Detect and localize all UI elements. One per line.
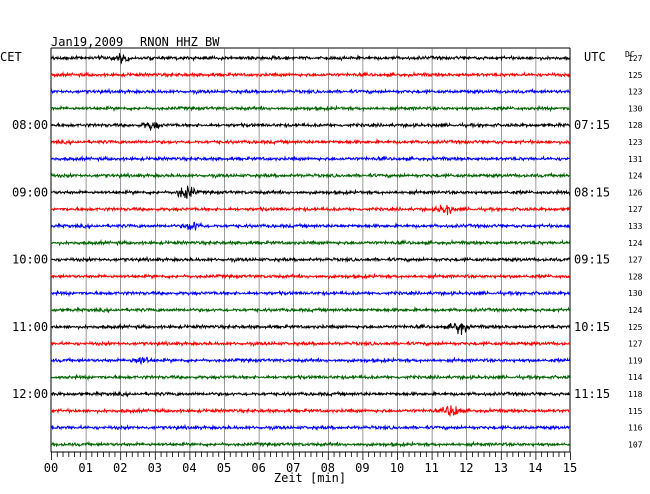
trace-row-12: [50, 255, 571, 264]
dc-value: 128: [628, 121, 643, 130]
right-hour-label: 07:15: [574, 118, 610, 132]
right-timezone-label: UTC: [584, 50, 606, 64]
dc-value: 115: [628, 407, 643, 416]
dc-value: 131: [628, 155, 643, 164]
trace-row-10: [50, 221, 571, 231]
dc-value: 119: [628, 356, 643, 365]
trace-row-18: [50, 356, 571, 366]
trace-row-13: [50, 272, 571, 281]
x-axis-label: Zeit [min]: [274, 471, 346, 485]
dc-value: 128: [628, 272, 643, 281]
x-tick-label: 11: [424, 461, 438, 475]
dc-value: 114: [628, 373, 643, 382]
dc-value: 124: [628, 239, 643, 248]
trace-row-8: [50, 185, 571, 199]
x-tick-label: 12: [459, 461, 473, 475]
x-tick-label: 15: [563, 461, 577, 475]
left-timezone-label: CET: [0, 50, 22, 64]
x-tick-label: 05: [217, 461, 231, 475]
x-tick-label: 01: [78, 461, 92, 475]
dc-value: 107: [628, 440, 643, 449]
chart-station: RNON HHZ BW: [140, 35, 220, 49]
dc-value: 116: [628, 424, 643, 433]
dc-value: 125: [628, 323, 643, 332]
dc-value: 126: [628, 188, 643, 197]
trace-row-19: [50, 373, 571, 382]
dc-value: 127: [628, 205, 643, 214]
dc-value: 127: [628, 54, 643, 63]
x-tick-label: 00: [44, 461, 58, 475]
trace-row-23: [50, 440, 571, 449]
left-hour-label: 10:00: [12, 253, 48, 267]
dc-value: 127: [628, 256, 643, 265]
trace-row-17: [50, 339, 571, 348]
trace-row-7: [50, 171, 571, 180]
dc-value: 123: [628, 138, 643, 147]
dc-value: 124: [628, 306, 643, 315]
chart-date: Jan19,2009: [51, 35, 123, 49]
x-tick-label: 06: [251, 461, 265, 475]
x-tick-label: 02: [113, 461, 127, 475]
x-tick-label: 08: [321, 461, 335, 475]
x-tick-label: 14: [528, 461, 542, 475]
trace-row-14: [50, 289, 571, 298]
dc-column-label: DC: [625, 50, 635, 59]
trace-row-2: [50, 87, 571, 96]
trace-row-11: [50, 238, 571, 247]
dc-value: 127: [628, 340, 643, 349]
trace-row-22: [50, 423, 571, 432]
right-hour-label: 08:15: [574, 185, 610, 199]
x-tick-label: 04: [182, 461, 196, 475]
dc-value: 130: [628, 104, 643, 113]
x-tick-label: 09: [355, 461, 369, 475]
dc-value: 130: [628, 289, 643, 298]
trace-row-5: [50, 137, 571, 146]
right-hour-label: 11:15: [574, 387, 610, 401]
left-hour-label: 09:00: [12, 185, 48, 199]
trace-row-1: [50, 70, 571, 79]
x-tick-label: 10: [390, 461, 404, 475]
dc-value: 118: [628, 390, 643, 399]
trace-row-15: [50, 305, 571, 314]
dc-value: 125: [628, 71, 643, 80]
left-hour-label: 08:00: [12, 118, 48, 132]
left-hour-label: 12:00: [12, 387, 48, 401]
left-hour-label: 11:00: [12, 320, 48, 334]
trace-row-16: [50, 322, 571, 336]
trace-row-4: [50, 121, 571, 131]
dc-value: 124: [628, 172, 643, 181]
right-hour-label: 09:15: [574, 253, 610, 267]
x-tick-label: 13: [494, 461, 508, 475]
trace-row-21: [50, 405, 571, 418]
trace-row-3: [50, 104, 571, 113]
trace-row-6: [50, 154, 571, 163]
dc-value: 123: [628, 88, 643, 97]
x-tick-label: 03: [148, 461, 162, 475]
dc-value: 133: [628, 222, 643, 231]
trace-row-20: [50, 389, 571, 398]
trace-row-9: [50, 204, 571, 216]
x-tick-label: 07: [286, 461, 300, 475]
trace-row-0: [50, 53, 571, 66]
right-hour-label: 10:15: [574, 320, 610, 334]
